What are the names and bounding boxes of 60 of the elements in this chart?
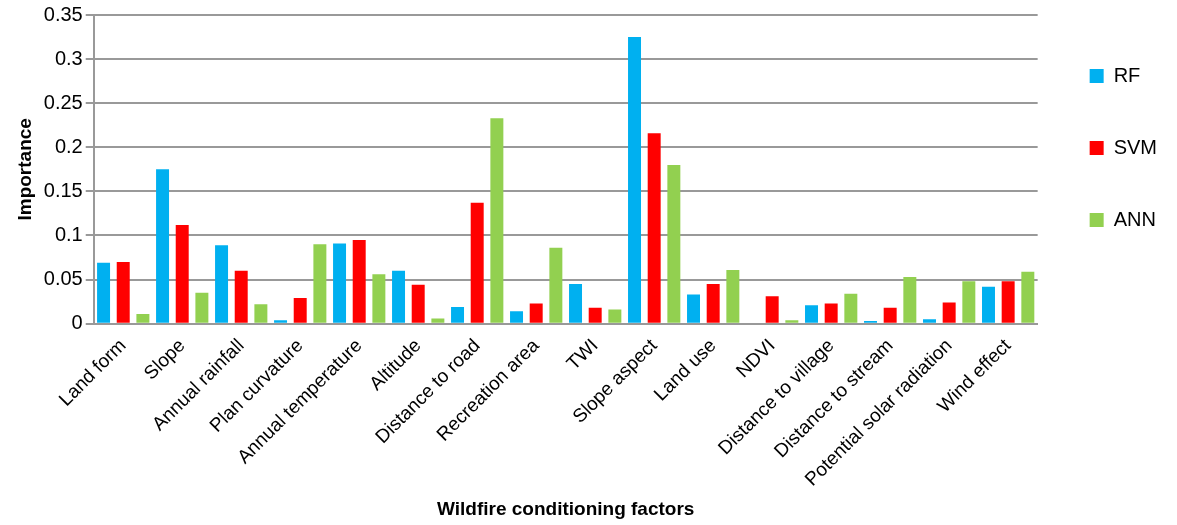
bar (667, 164, 681, 323)
bar (175, 224, 189, 323)
bar (569, 283, 583, 323)
bar (982, 286, 995, 323)
bar (942, 302, 956, 323)
bar (805, 305, 818, 323)
x-axis-title: Wildfire conditioning factors (437, 497, 695, 519)
bar (549, 247, 563, 323)
bar (136, 313, 150, 323)
legend-label: ANN (1113, 207, 1156, 230)
bar (903, 276, 917, 323)
bar (765, 296, 779, 323)
y-tick-label: 0.1 (54, 223, 83, 245)
bar (687, 294, 701, 323)
bar (470, 202, 484, 323)
bar (234, 270, 248, 323)
bar (785, 320, 799, 323)
bar (628, 37, 642, 323)
bar (333, 243, 347, 323)
bar (726, 269, 740, 323)
bar (215, 245, 229, 323)
y-tick-label: 0.2 (54, 134, 83, 157)
bar (1001, 281, 1015, 323)
bar (195, 292, 209, 323)
bar (392, 270, 406, 323)
y-tick-label: 0.35 (43, 2, 83, 25)
y-axis-title: Importance (13, 118, 35, 221)
bar (529, 303, 543, 323)
y-tick-label: 0.3 (54, 46, 83, 69)
bar (254, 304, 268, 323)
bar (352, 239, 366, 323)
legend-label: SVM (1113, 135, 1157, 158)
bar (451, 306, 465, 323)
y-tick-label: 0.05 (43, 267, 83, 290)
bar (156, 169, 170, 323)
bar (588, 307, 602, 323)
bar (116, 261, 130, 323)
bar (844, 293, 858, 323)
bar (883, 307, 897, 323)
bar (647, 133, 661, 323)
bar (490, 118, 504, 323)
bar (313, 244, 327, 323)
y-tick-label: 0.25 (43, 90, 83, 113)
bar (97, 262, 111, 323)
bar (1021, 271, 1035, 323)
bar (431, 318, 445, 323)
bar (824, 303, 838, 323)
bar (706, 283, 720, 323)
bar (608, 309, 622, 323)
legend-label: RF (1113, 63, 1141, 86)
bar (372, 274, 386, 323)
y-tick-label: 0.15 (43, 178, 83, 201)
bar (962, 281, 976, 323)
bar (510, 311, 524, 323)
bar (274, 320, 288, 323)
x-tick-label: TWI (562, 334, 602, 374)
bar (293, 298, 307, 323)
bar (923, 319, 936, 323)
bar (411, 284, 425, 323)
y-tick-label: 0 (71, 311, 83, 334)
